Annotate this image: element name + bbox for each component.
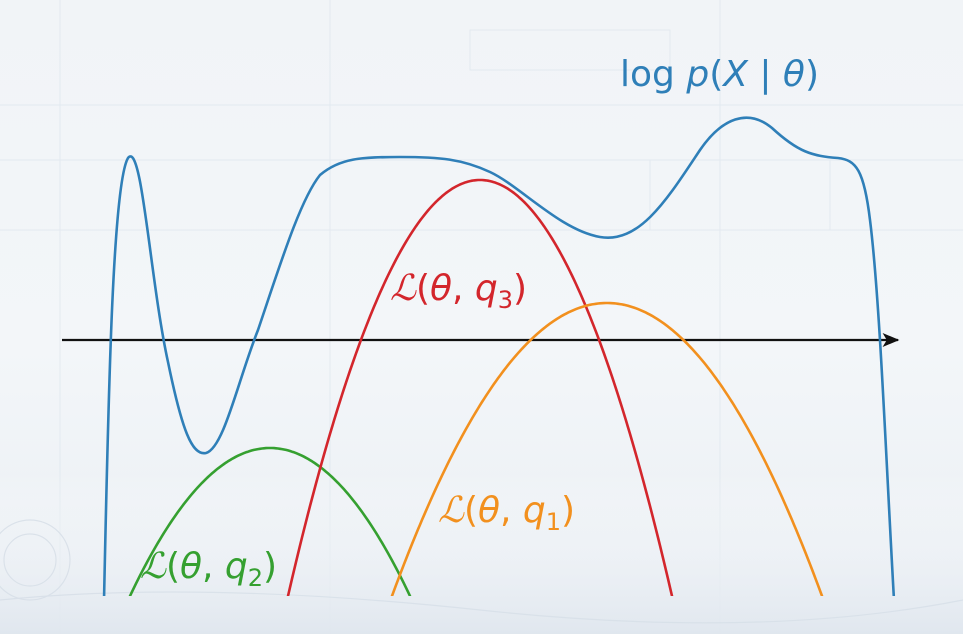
lower-bound-label-q2: ℒ(θ, q2): [140, 546, 277, 592]
lower-bound-curve-q2: [128, 446, 412, 596]
lower-bound-curve-q1: [390, 301, 824, 596]
lower-bound-curve-q3: [286, 178, 674, 596]
lower-bound-label-q3: ℒ(θ, q3): [390, 268, 527, 314]
log-likelihood-label: log p(X | θ): [620, 54, 819, 95]
lower-bound-label-q1: ℒ(θ, q1): [438, 490, 575, 536]
log-likelihood-curve: [102, 116, 896, 596]
